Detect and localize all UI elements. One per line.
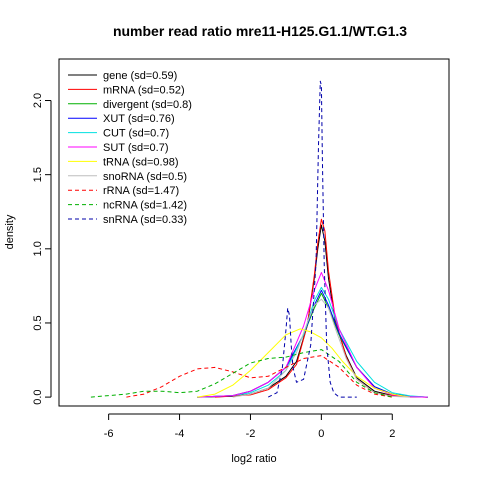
series-line xyxy=(126,355,393,398)
legend-label: divergent (sd=0.8) xyxy=(103,99,192,111)
legend: gene (sd=0.59) mRNA (sd=0.52) divergent (s… xyxy=(68,70,192,226)
legend-label: mRNA (sd=0.52) xyxy=(103,84,185,96)
y-tick-label: 1.5 xyxy=(32,167,44,182)
x-tick-label: -2 xyxy=(246,428,256,440)
series-line xyxy=(267,80,357,398)
series-line xyxy=(232,298,411,398)
x-axis: -6 -4 -2 0 2 xyxy=(104,413,395,440)
legend-label: gene (sd=0.59) xyxy=(103,70,177,82)
series-line xyxy=(197,272,428,398)
series-line xyxy=(197,328,411,398)
legend-label: rRNA (sd=1.47) xyxy=(103,185,179,197)
plot-frame xyxy=(58,58,450,407)
x-tick-label: -4 xyxy=(175,428,185,440)
y-tick-label: 2.0 xyxy=(32,93,44,108)
legend-label: snoRNA (sd=0.5) xyxy=(103,171,187,183)
y-tick-label: 0.5 xyxy=(32,315,44,330)
series-line xyxy=(90,349,393,398)
y-tick-label: 1.0 xyxy=(32,241,44,256)
legend-label: tRNA (sd=0.98) xyxy=(103,156,179,168)
legend-label: XUT (sd=0.76) xyxy=(103,113,175,125)
y-axis-label: density xyxy=(4,214,16,249)
legend-label: SUT (sd=0.7) xyxy=(103,142,169,154)
x-axis-label: log2 ratio xyxy=(231,453,276,465)
legend-label: ncRNA (sd=1.42) xyxy=(103,200,187,212)
x-tick-label: 2 xyxy=(389,428,395,440)
chart-title: number read ratio mre11-H125.G1.1/WT.G1.… xyxy=(113,23,407,39)
x-tick-label: -6 xyxy=(104,428,114,440)
series-line xyxy=(197,286,428,398)
series-line xyxy=(214,218,428,398)
y-axis: 0.0 0.5 1.0 1.5 2.0 xyxy=(32,93,52,405)
legend-label: snRNA (sd=0.33) xyxy=(103,214,187,226)
x-tick-label: 0 xyxy=(318,428,324,440)
series-layer xyxy=(90,80,428,398)
y-tick-label: 0.0 xyxy=(32,389,44,404)
legend-label: CUT (sd=0.7) xyxy=(103,128,169,140)
